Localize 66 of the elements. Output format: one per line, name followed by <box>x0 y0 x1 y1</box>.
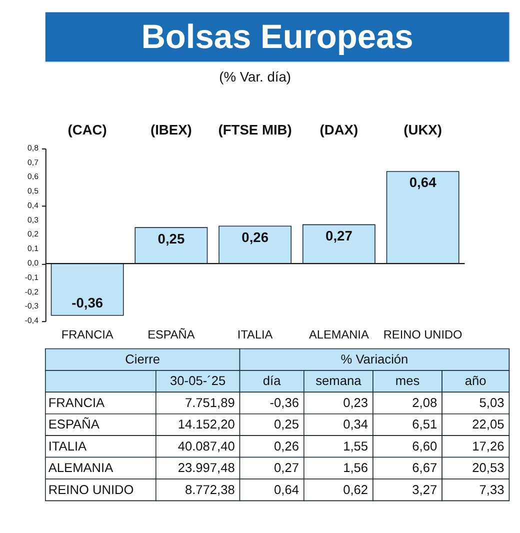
data-label: -0,36 <box>270 394 299 410</box>
y-tick-label: 0,2 <box>28 230 38 239</box>
text: (IBEX) <box>150 122 192 138</box>
text: Cierre <box>125 352 160 367</box>
data-label: 40.087,40 <box>178 438 235 454</box>
y-tick-label: ESPAÑA <box>48 416 100 432</box>
text: (DAX) <box>320 122 358 138</box>
x-tick-label: día <box>262 373 282 388</box>
data-label: 1,55 <box>343 438 368 454</box>
y-tick-label: 0,1 <box>28 244 38 254</box>
y-tick-label: -0,4 <box>24 316 40 326</box>
data-label: 22,05 <box>472 416 504 432</box>
text: (UKX) <box>404 122 442 138</box>
data-label: 0,25 <box>158 230 185 246</box>
y-tick-label: 0,0 <box>28 258 40 268</box>
y-tick-label: -0,1 <box>24 272 38 282</box>
data-label: 23.997,48 <box>178 460 235 476</box>
chart-subtitle: (% Var. día) <box>219 68 291 84</box>
y-tick-label: 0,5 <box>28 186 40 196</box>
text: (CAC) <box>68 122 107 138</box>
data-label: 6,60 <box>412 438 438 454</box>
data-label: 0,27 <box>326 227 353 244</box>
data-label: 0,34 <box>343 416 368 432</box>
data-label: 14.152,20 <box>178 416 235 432</box>
y-tick-label: 0,6 <box>28 172 40 182</box>
x-tick-label: año <box>464 373 486 388</box>
data-label: 17,26 <box>472 438 504 454</box>
y-tick-label: FRANCIA <box>48 394 106 410</box>
x-tick-label: REINO UNIDO <box>383 327 462 342</box>
data-label: 6,67 <box>412 460 438 476</box>
data-label: 1,56 <box>343 460 368 476</box>
x-tick-label: semana <box>316 373 362 388</box>
data-label: 5,03 <box>479 394 504 410</box>
y-tick-label: 0,3 <box>28 215 40 224</box>
data-label: 0,27 <box>274 460 299 476</box>
data-label: 6,51 <box>412 416 438 432</box>
data-label: 0,25 <box>274 416 299 432</box>
x-tick-label: ITALIA <box>237 327 273 342</box>
data-label: 2,08 <box>412 394 438 410</box>
data-label: 7.751,89 <box>184 394 235 410</box>
data-label: 7,33 <box>479 482 504 497</box>
x-tick-label: mes <box>395 373 420 388</box>
data-label: -0,36 <box>72 294 104 310</box>
y-tick-label: REINO UNIDO <box>48 482 134 497</box>
data-label: 0,64 <box>274 482 299 497</box>
data-label: 0,64 <box>409 174 437 190</box>
y-tick-label: ALEMANIA <box>48 460 114 476</box>
data-label: 20,53 <box>472 460 504 476</box>
y-tick-label: ITALIA <box>48 438 88 454</box>
x-tick-label: 30-05-´25 <box>170 373 226 388</box>
text: (FTSE MIB) <box>218 122 292 138</box>
data-label: 0,26 <box>242 228 269 245</box>
data-label: 0,23 <box>343 394 368 410</box>
data-label: 0,62 <box>343 482 368 497</box>
data-label: 8.772,38 <box>184 482 235 497</box>
y-tick-label: -0,2 <box>24 287 38 296</box>
y-tick-label: -0,3 <box>24 302 40 311</box>
chart-title: Bolsas Europeas <box>141 18 414 56</box>
data-label: 3,27 <box>412 482 438 497</box>
data-label: 0,26 <box>274 438 299 454</box>
y-tick-label: 0,7 <box>28 158 38 167</box>
x-tick-label: ALEMANIA <box>309 327 369 342</box>
x-tick-label: ESPAÑA <box>148 327 195 342</box>
y-tick-label: 0,4 <box>28 200 40 210</box>
y-tick-label: 0,8 <box>28 143 40 152</box>
text: % Variación <box>340 352 408 367</box>
